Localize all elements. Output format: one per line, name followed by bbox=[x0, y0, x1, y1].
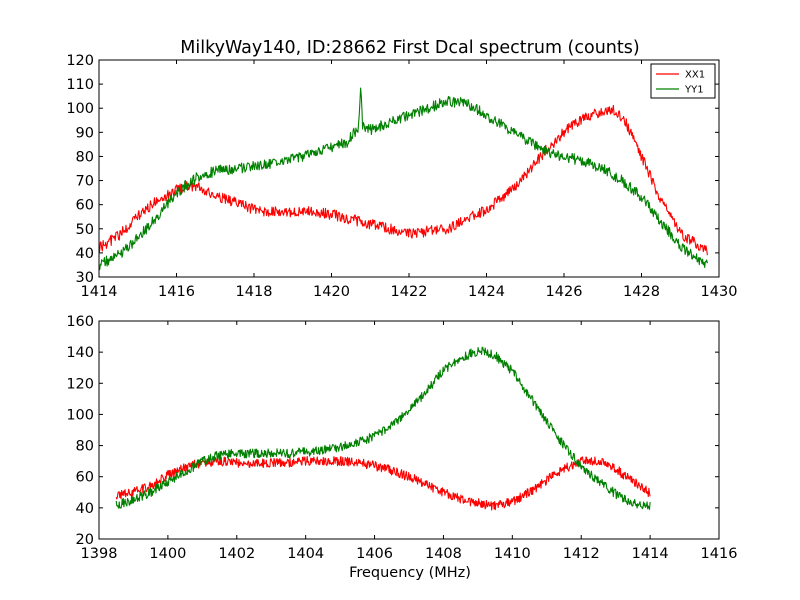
bottom-x-tick-label: 1410 bbox=[494, 546, 531, 562]
bottom-y-tick-label: 100 bbox=[66, 407, 94, 423]
top-x-tick-label: 1414 bbox=[81, 284, 118, 300]
top-chart: 1414 1416 1418 1420 1422 1424 1426 1428 1430 30 40… bbox=[66, 53, 737, 300]
bottom-x-tick-label: 1404 bbox=[287, 546, 324, 562]
top-series-yy1-line bbox=[98, 87, 708, 271]
chart-title: MilkyWay140, ID:28662 First Dcal spectru… bbox=[180, 38, 639, 58]
top-y-tick-label: 100 bbox=[66, 101, 94, 117]
top-y-tick-label: 50 bbox=[76, 222, 94, 238]
top-y-tick-label: 120 bbox=[66, 53, 94, 69]
top-x-tick-label: 1418 bbox=[236, 284, 273, 300]
bottom-y-tick-label: 40 bbox=[76, 501, 94, 517]
bottom-x-tick-label: 1412 bbox=[563, 546, 600, 562]
bottom-y-tick-label: 80 bbox=[76, 439, 94, 455]
bottom-y-tick-label: 60 bbox=[76, 470, 94, 486]
top-x-tick-label: 1428 bbox=[623, 284, 660, 300]
top-y-tick-label: 110 bbox=[66, 77, 94, 93]
legend-box bbox=[650, 63, 716, 99]
bottom-axes-frame bbox=[98, 320, 720, 540]
bottom-y-tick-label: 160 bbox=[66, 314, 94, 330]
top-x-tick-label: 1422 bbox=[391, 284, 428, 300]
top-x-tick-label: 1420 bbox=[313, 284, 350, 300]
bottom-x-tick-label: 1408 bbox=[425, 546, 462, 562]
x-axis-label: Frequency (MHz) bbox=[349, 565, 471, 581]
top-y-tick-label: 70 bbox=[76, 174, 94, 190]
top-x-tick-label: 1426 bbox=[546, 284, 583, 300]
top-y-tick-label: 80 bbox=[76, 149, 94, 165]
top-y-tick-label: 40 bbox=[76, 246, 94, 262]
bottom-series-yy1-line bbox=[115, 346, 651, 510]
top-y-tick-label: 90 bbox=[76, 125, 94, 141]
bottom-chart: 1398 1400 1402 1404 1406 1408 1410 1412 1414 1416… bbox=[66, 314, 737, 562]
bottom-x-tick-label: 1398 bbox=[81, 546, 118, 562]
bottom-x-tick-label: 1416 bbox=[701, 546, 738, 562]
legend-label-xx1: XX1 bbox=[685, 70, 705, 81]
bottom-x-tick-label: 1406 bbox=[356, 546, 393, 562]
bottom-x-tick-label: 1400 bbox=[149, 546, 186, 562]
bottom-y-tick-label: 20 bbox=[76, 532, 94, 548]
bottom-x-tick-label: 1414 bbox=[632, 546, 669, 562]
top-x-tick-label: 1430 bbox=[701, 284, 738, 300]
bottom-x-tick-label: 1402 bbox=[218, 546, 255, 562]
top-series-xx1-line bbox=[98, 104, 708, 256]
top-y-tick-label: 30 bbox=[76, 270, 94, 286]
top-x-tick-label: 1416 bbox=[158, 284, 195, 300]
bottom-y-tick-label: 120 bbox=[66, 376, 94, 392]
top-x-tick-label: 1424 bbox=[468, 284, 505, 300]
bottom-y-tick-label: 140 bbox=[66, 345, 94, 361]
top-y-tick-label: 60 bbox=[76, 198, 94, 214]
legend-label-yy1: YY1 bbox=[684, 85, 704, 96]
